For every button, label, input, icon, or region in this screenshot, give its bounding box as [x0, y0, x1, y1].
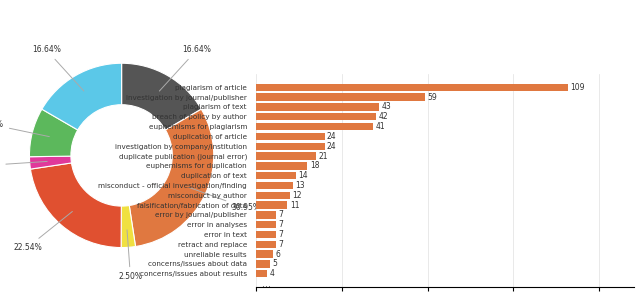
Wedge shape — [122, 63, 202, 130]
Text: 24: 24 — [327, 132, 337, 141]
Text: 16.64%: 16.64% — [32, 46, 84, 91]
Bar — [256, 221, 276, 229]
Bar — [256, 172, 296, 179]
Bar — [256, 231, 276, 238]
Text: 11: 11 — [290, 201, 300, 210]
Text: 24: 24 — [327, 142, 337, 151]
Text: 21: 21 — [318, 152, 328, 160]
Text: 12: 12 — [292, 191, 302, 200]
Text: 4: 4 — [269, 269, 275, 278]
Bar — [256, 84, 568, 91]
Text: 7: 7 — [278, 210, 283, 219]
Wedge shape — [121, 205, 136, 247]
Wedge shape — [31, 163, 122, 247]
Bar — [256, 123, 373, 130]
Text: 16.64%: 16.64% — [159, 46, 211, 91]
Text: 6: 6 — [275, 250, 280, 259]
Text: ...: ... — [262, 279, 271, 289]
Text: 2.15%: 2.15% — [0, 161, 47, 170]
Wedge shape — [29, 156, 72, 169]
Text: 41: 41 — [376, 122, 385, 131]
Bar — [256, 94, 425, 101]
Bar — [256, 162, 307, 170]
Bar — [256, 260, 270, 268]
Wedge shape — [42, 63, 122, 130]
Bar — [256, 113, 376, 120]
Text: 7: 7 — [278, 230, 283, 239]
Bar — [256, 143, 324, 150]
Text: 7: 7 — [278, 220, 283, 229]
Text: 30.95%: 30.95% — [189, 187, 260, 213]
Bar — [256, 133, 324, 140]
Bar — [256, 192, 291, 199]
Bar — [256, 201, 287, 209]
Bar — [256, 152, 316, 160]
Text: 5: 5 — [273, 260, 278, 268]
Text: 22.54%: 22.54% — [13, 211, 72, 252]
Bar — [256, 182, 293, 189]
Text: 2.50%: 2.50% — [118, 230, 143, 281]
Text: 14: 14 — [298, 171, 308, 180]
Text: 42: 42 — [378, 112, 388, 121]
Bar — [256, 250, 273, 258]
Bar — [256, 211, 276, 218]
Text: 13: 13 — [296, 181, 305, 190]
Text: 18: 18 — [310, 161, 319, 170]
Text: 109: 109 — [570, 83, 584, 92]
Text: 8.59%: 8.59% — [0, 120, 49, 137]
Bar — [256, 241, 276, 248]
Text: 43: 43 — [381, 102, 391, 112]
Text: 7: 7 — [278, 240, 283, 249]
Text: 59: 59 — [427, 93, 437, 102]
Bar — [256, 103, 379, 111]
Wedge shape — [129, 109, 214, 247]
Bar — [256, 270, 268, 277]
Wedge shape — [29, 109, 77, 157]
